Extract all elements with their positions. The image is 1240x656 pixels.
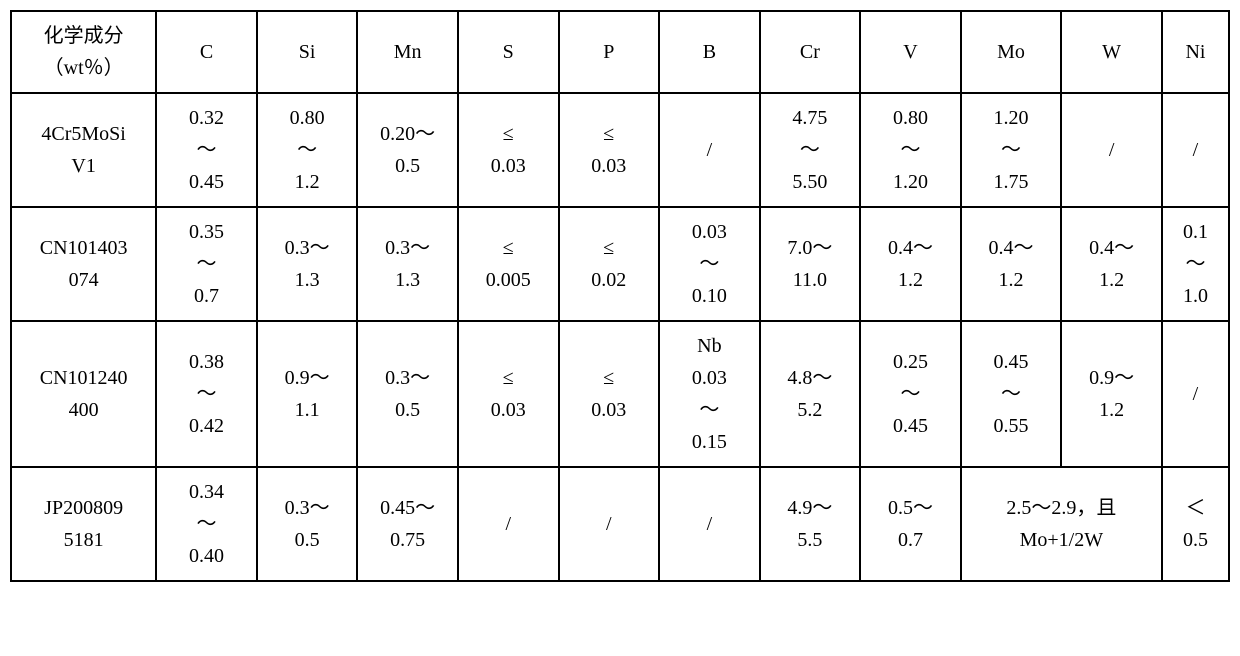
cell: ＜0.5: [1162, 467, 1229, 581]
header-col: V: [860, 11, 961, 93]
row-label: 4Cr5MoSiV1: [11, 93, 156, 207]
header-col: S: [458, 11, 559, 93]
cell: /: [559, 467, 660, 581]
cell: 2.5～2.9，且Mo+1/2W: [961, 467, 1162, 581]
table-row: CN1014030740.35～0.70.3～1.30.3～1.3≤0.005≤…: [11, 207, 1229, 321]
cell: 4.8～5.2: [760, 321, 861, 467]
cell: 0.9～1.2: [1061, 321, 1162, 467]
cell: Nb0.03～0.15: [659, 321, 760, 467]
cell: ≤0.03: [458, 93, 559, 207]
cell: ≤0.03: [559, 321, 660, 467]
cell: 0.45～0.55: [961, 321, 1062, 467]
cell: /: [659, 467, 760, 581]
table-body: 4Cr5MoSiV10.32～0.450.80～1.20.20～0.5≤0.03…: [11, 93, 1229, 581]
cell: ≤0.005: [458, 207, 559, 321]
cell: /: [1162, 321, 1229, 467]
cell: 0.80～1.2: [257, 93, 358, 207]
cell: /: [1061, 93, 1162, 207]
header-label: 化学成分（wt％）: [11, 11, 156, 93]
header-col: B: [659, 11, 760, 93]
cell: /: [1162, 93, 1229, 207]
cell: /: [458, 467, 559, 581]
cell: 0.45～0.75: [357, 467, 458, 581]
cell: 0.3～1.3: [357, 207, 458, 321]
cell: 0.32～0.45: [156, 93, 257, 207]
table-row: 4Cr5MoSiV10.32～0.450.80～1.20.20～0.5≤0.03…: [11, 93, 1229, 207]
cell: 1.20～1.75: [961, 93, 1062, 207]
cell: /: [659, 93, 760, 207]
row-label: JP2008095181: [11, 467, 156, 581]
cell: 0.4～1.2: [961, 207, 1062, 321]
cell: 0.20～0.5: [357, 93, 458, 207]
cell: 0.80～1.20: [860, 93, 961, 207]
cell: ≤0.03: [458, 321, 559, 467]
header-col: W: [1061, 11, 1162, 93]
header-col: Ni: [1162, 11, 1229, 93]
header-col: P: [559, 11, 660, 93]
cell: 0.35～0.7: [156, 207, 257, 321]
cell: ≤0.02: [559, 207, 660, 321]
cell: 0.4～1.2: [860, 207, 961, 321]
table-row: CN1012404000.38～0.420.9～1.10.3～0.5≤0.03≤…: [11, 321, 1229, 467]
cell: 0.34～0.40: [156, 467, 257, 581]
cell: 4.75～5.50: [760, 93, 861, 207]
header-col: Si: [257, 11, 358, 93]
cell: ≤0.03: [559, 93, 660, 207]
cell: 0.1～1.0: [1162, 207, 1229, 321]
header-col: Cr: [760, 11, 861, 93]
cell: 4.9～5.5: [760, 467, 861, 581]
cell: 0.5～0.7: [860, 467, 961, 581]
composition-table: 化学成分（wt％） C Si Mn S P B Cr V Mo W Ni 4Cr…: [10, 10, 1230, 582]
cell: 7.0～11.0: [760, 207, 861, 321]
cell: 0.4～1.2: [1061, 207, 1162, 321]
cell: 0.3～1.3: [257, 207, 358, 321]
cell: 0.3～0.5: [357, 321, 458, 467]
header-col: C: [156, 11, 257, 93]
row-label: CN101240400: [11, 321, 156, 467]
cell: 0.03～0.10: [659, 207, 760, 321]
row-label: CN101403074: [11, 207, 156, 321]
header-col: Mn: [357, 11, 458, 93]
cell: 0.9～1.1: [257, 321, 358, 467]
table-row: JP20080951810.34～0.400.3～0.50.45～0.75///…: [11, 467, 1229, 581]
cell: 0.25～0.45: [860, 321, 961, 467]
cell: 0.3～0.5: [257, 467, 358, 581]
header-row: 化学成分（wt％） C Si Mn S P B Cr V Mo W Ni: [11, 11, 1229, 93]
header-col: Mo: [961, 11, 1062, 93]
cell: 0.38～0.42: [156, 321, 257, 467]
